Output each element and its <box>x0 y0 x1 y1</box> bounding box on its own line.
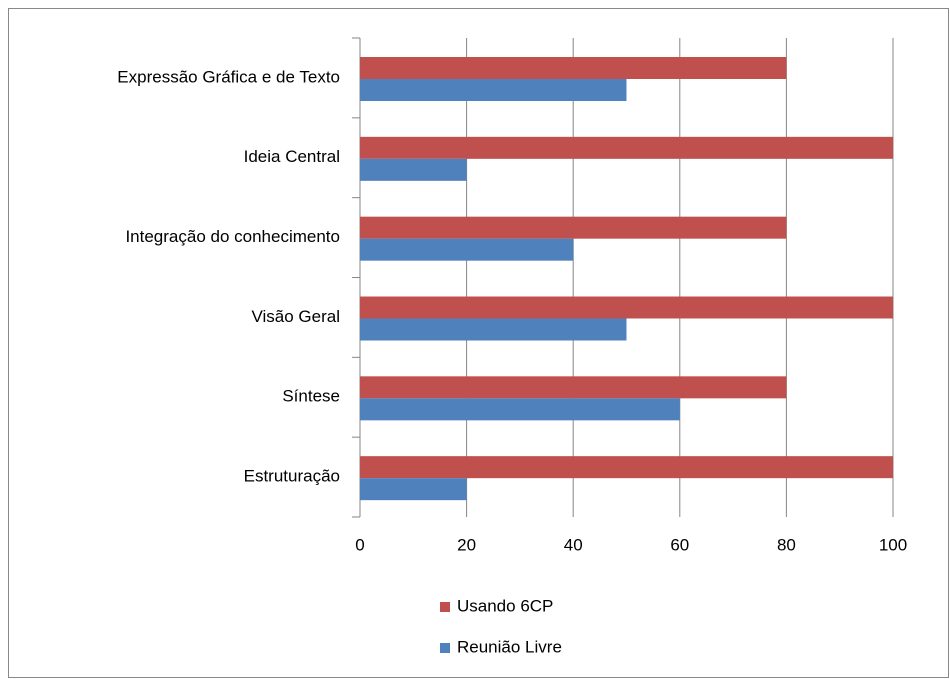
bar <box>360 318 627 341</box>
bar <box>360 296 893 319</box>
bar <box>360 216 787 239</box>
y-tick-label: Ideia Central <box>244 147 340 166</box>
x-tick-label: 80 <box>777 535 796 554</box>
legend-label: Usando 6CP <box>457 596 553 615</box>
x-tick-label: 40 <box>564 535 583 554</box>
x-tick-label: 20 <box>457 535 476 554</box>
x-tick-label: 0 <box>355 535 364 554</box>
y-tick-label: Estruturação <box>244 467 340 486</box>
bar <box>360 57 787 79</box>
bar <box>360 456 893 479</box>
y-tick-label: Síntese <box>282 387 340 406</box>
legend-label: Reunião Livre <box>457 637 562 656</box>
x-tick-label: 100 <box>879 535 907 554</box>
x-tick-label: 60 <box>670 535 689 554</box>
chart-border <box>8 8 949 678</box>
legend-swatch <box>440 602 450 612</box>
bar <box>360 79 627 101</box>
y-tick-label: Integração do conhecimento <box>125 227 340 246</box>
legend-swatch <box>440 643 450 653</box>
bar <box>360 158 467 181</box>
bar <box>360 136 893 159</box>
bar <box>360 238 574 261</box>
bar <box>360 398 680 421</box>
y-tick-label: Expressão Gráfica e de Texto <box>117 67 340 86</box>
y-tick-label: Visão Geral <box>251 307 340 326</box>
bar <box>360 478 467 501</box>
bar <box>360 376 787 399</box>
